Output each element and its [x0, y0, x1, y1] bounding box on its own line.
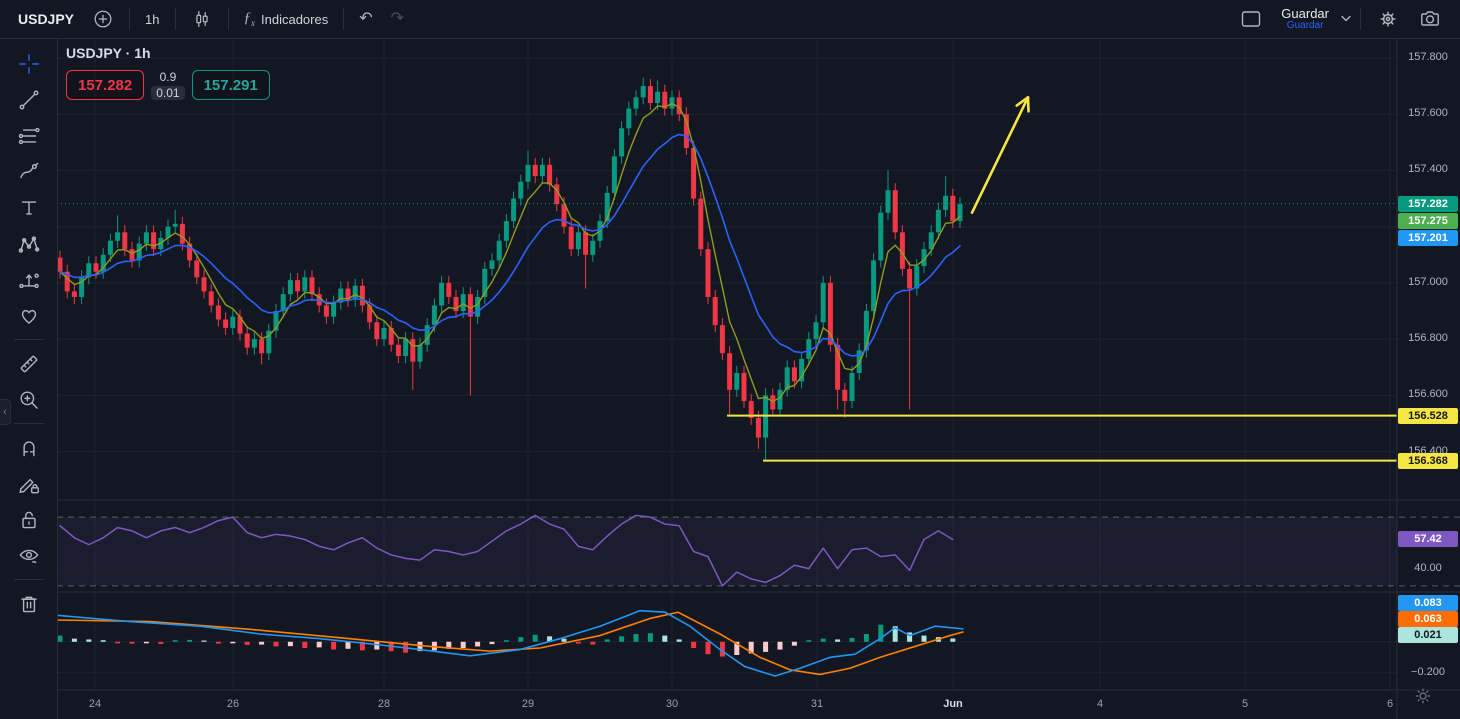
time-axis-label: 28: [377, 698, 391, 710]
tool-magnet[interactable]: [10, 431, 48, 464]
redo-icon: ↷: [390, 10, 405, 27]
indicators-label: Indicadores: [261, 11, 329, 27]
tool-drawing-lock[interactable]: [10, 467, 48, 500]
toolbar-divider: [227, 8, 229, 30]
indicators-button[interactable]: ƒx Indicadores: [236, 5, 337, 33]
crosshair-icon: [18, 53, 39, 74]
save-button[interactable]: Guardar Guardar: [1273, 2, 1337, 36]
fx-icon: ƒx: [243, 10, 256, 28]
left-toolbar-divider: [13, 339, 44, 340]
save-label-stack: Guardar Guardar: [1281, 7, 1329, 31]
magnet-icon: [22, 440, 35, 456]
tool-text[interactable]: [10, 191, 48, 224]
chart-legend: USDJPY · 1h 157.282 0.9 0.01 157.291: [66, 45, 270, 100]
add-symbol-button[interactable]: [84, 3, 122, 35]
time-axis-label: 4: [1096, 698, 1104, 710]
pencil-lock-icon: [18, 478, 39, 493]
spread-pips: 0.01: [151, 86, 185, 100]
tool-fib-retracement[interactable]: [10, 119, 48, 152]
layout-icon: [1242, 11, 1261, 27]
layout-button[interactable]: [1231, 3, 1271, 35]
display-settings-button[interactable]: [1407, 685, 1439, 710]
chart-type-button[interactable]: [183, 3, 221, 35]
xabcd-pattern-icon: [18, 235, 39, 253]
chevron-down-icon: [1341, 16, 1351, 22]
left-toolbar-divider: [13, 423, 44, 424]
spread-value: 0.9: [159, 70, 177, 84]
time-axis-label: 31: [810, 698, 824, 710]
brush-icon: [19, 162, 38, 178]
tool-ruler[interactable]: [10, 347, 48, 380]
legend-title[interactable]: USDJPY · 1h: [66, 45, 151, 61]
camera-icon: [1421, 11, 1439, 26]
tool-lock-all[interactable]: [10, 503, 48, 536]
tool-emoji[interactable]: [10, 299, 48, 332]
left-toolbar-collapse-handle[interactable]: ‹: [0, 399, 11, 425]
save-menu-button[interactable]: [1339, 10, 1353, 27]
trend-line-icon: [19, 90, 38, 109]
tool-crosshair[interactable]: [10, 47, 48, 80]
sun-icon: [1415, 688, 1431, 704]
projection-icon: [18, 272, 39, 288]
time-axis-label: 29: [521, 698, 535, 710]
text-icon: [21, 200, 36, 215]
time-axis-label: Jun: [943, 698, 963, 710]
symbol-button[interactable]: USDJPY: [10, 6, 82, 32]
heart-icon: [21, 309, 36, 324]
price-axis[interactable]: [1397, 38, 1460, 690]
tool-hide-all[interactable]: [10, 539, 48, 572]
tool-brush[interactable]: [10, 155, 48, 188]
buy-price: 157.291: [203, 76, 258, 94]
undo-button[interactable]: ↶: [351, 6, 380, 32]
time-axis-label: 24: [88, 698, 102, 710]
toolbar-divider: [343, 8, 345, 30]
toolbar-divider: [1360, 7, 1361, 30]
toolbar-right-cluster: Guardar Guardar: [1231, 2, 1450, 36]
gear-icon: [1380, 11, 1396, 27]
ruler-icon: [20, 355, 37, 372]
plus-circle-icon: [94, 10, 112, 28]
redo-button[interactable]: ↷: [383, 6, 412, 32]
interval-button[interactable]: 1h: [137, 7, 167, 32]
tool-trend-line[interactable]: [10, 83, 48, 116]
top-toolbar: USDJPY 1h ƒx Indicadores ↶ ↷: [0, 0, 1460, 39]
left-toolbar: [0, 39, 58, 719]
zoom-in-icon: [19, 390, 38, 409]
undo-icon: ↶: [359, 10, 373, 27]
time-axis[interactable]: [57, 690, 1397, 719]
save-label: Guardar: [1281, 5, 1329, 21]
tool-remove-all[interactable]: [10, 587, 48, 620]
buy-button[interactable]: 157.291: [191, 70, 270, 100]
time-axis-label: 6: [1386, 698, 1394, 710]
time-axis-label: 5: [1241, 698, 1249, 710]
time-axis-label: 26: [226, 698, 240, 710]
toolbar-divider: [129, 8, 131, 30]
sell-price: 157.282: [78, 76, 133, 94]
candlestick-icon: [195, 11, 208, 27]
lock-icon: [21, 511, 36, 528]
sell-button[interactable]: 157.282: [66, 70, 145, 100]
save-sublabel: Guardar: [1286, 19, 1324, 31]
quote-row: 157.282 0.9 0.01 157.291: [66, 70, 270, 100]
tool-xabcd-pattern[interactable]: [10, 227, 48, 260]
eye-icon: [19, 549, 38, 563]
settings-button[interactable]: [1368, 2, 1408, 36]
left-toolbar-divider: [13, 579, 44, 580]
toolbar-divider: [174, 8, 176, 30]
screenshot-button[interactable]: [1410, 2, 1450, 36]
tool-zoom-in[interactable]: [10, 383, 48, 416]
spread-display: 0.9 0.01: [151, 70, 185, 100]
time-axis-label: 30: [665, 698, 679, 710]
fib-retracement-icon: [18, 127, 40, 144]
trash-icon: [20, 596, 37, 612]
tool-projection[interactable]: [10, 263, 48, 296]
